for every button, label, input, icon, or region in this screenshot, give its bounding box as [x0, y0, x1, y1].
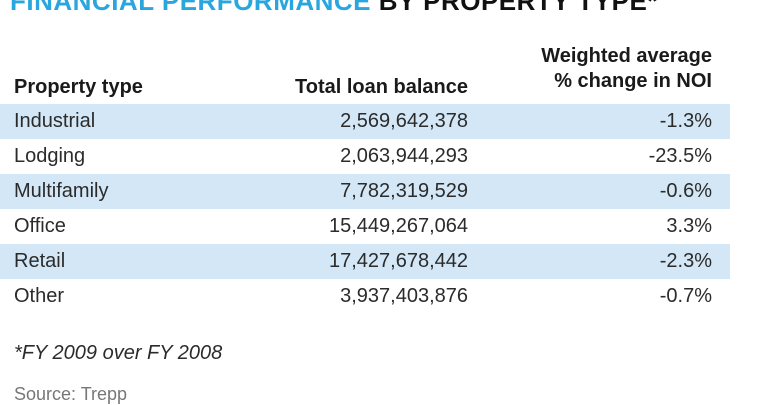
cell-loan-balance: 2,569,642,378: [340, 110, 468, 132]
cell-loan-balance: 17,427,678,442: [328, 250, 468, 272]
cell-loan-balance: 15,449,267,064: [328, 215, 468, 237]
header-noi-change: Weighted average % change in NOI: [480, 44, 712, 94]
header-noi-line1: Weighted average: [541, 45, 712, 67]
table-row: Lodging 2,063,944,293 -23.5%: [0, 139, 770, 174]
data-table: Industrial 2,569,642,378 -1.3% Lodging 2…: [0, 104, 770, 314]
header-property-type: Property type: [14, 76, 143, 98]
table-row: Other 3,937,403,876 -0.7%: [0, 279, 770, 314]
source-note: Source: Trepp: [14, 384, 128, 404]
cell-loan-balance: 3,937,403,876: [340, 285, 468, 307]
cell-noi-change: -0.7%: [659, 285, 712, 307]
footnote: *FY 2009 over FY 2008: [14, 342, 223, 364]
chart-title: FINANCIAL PERFORMANCE BY PROPERTY TYPE*: [10, 0, 658, 17]
table-row: Office 15,449,267,064 3.3%: [0, 209, 770, 244]
cell-loan-balance: 7,782,319,529: [340, 180, 468, 202]
cell-property-type: Office: [14, 215, 66, 237]
cell-noi-change: 3.3%: [666, 215, 712, 237]
chart-title-highlight: FINANCIAL PERFORMANCE: [10, 0, 372, 16]
cell-noi-change: -0.6%: [659, 180, 712, 202]
table-row: Industrial 2,569,642,378 -1.3%: [0, 104, 770, 139]
cell-property-type: Lodging: [14, 145, 86, 167]
cell-loan-balance: 2,063,944,293: [340, 145, 468, 167]
table-row: Multifamily 7,782,319,529 -0.6%: [0, 174, 770, 209]
header-total-loan-balance: Total loan balance: [295, 76, 468, 98]
cell-property-type: Industrial: [14, 110, 96, 132]
table-row: Retail 17,427,678,442 -2.3%: [0, 244, 770, 279]
row-band: [0, 104, 730, 139]
cell-property-type: Retail: [14, 250, 66, 272]
header-noi-line2: % change in NOI: [554, 70, 712, 92]
cell-property-type: Other: [14, 285, 65, 307]
row-band: [0, 244, 730, 279]
cell-noi-change: -1.3%: [659, 110, 712, 132]
cell-noi-change: -2.3%: [659, 250, 712, 272]
chart-title-rest: BY PROPERTY TYPE*: [371, 0, 658, 16]
cell-property-type: Multifamily: [14, 180, 109, 202]
row-band: [0, 174, 730, 209]
cell-noi-change: -23.5%: [648, 145, 712, 167]
